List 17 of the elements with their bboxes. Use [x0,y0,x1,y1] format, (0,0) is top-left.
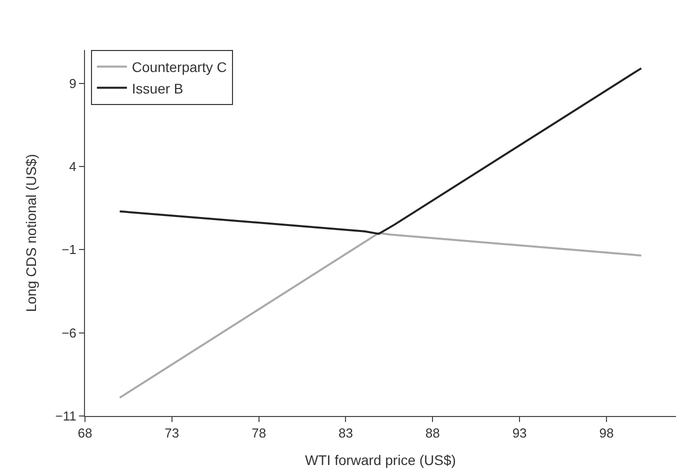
x-tick-label: 73 [164,426,180,441]
y-axis-title: Long CDS notional (US$) [22,154,39,312]
x-tick-label: 83 [338,426,353,441]
y-tick-label: −11 [55,408,76,424]
x-tick-label: 78 [252,426,266,441]
line-series [118,232,642,399]
y-tick-label: 4 [69,159,76,174]
y-tick-label: −6 [62,325,76,340]
legend-label: Counterparty C [132,59,227,76]
x-axis-title: WTI forward price (US$) [305,452,456,468]
y-tick-label: 9 [69,76,76,91]
x-tick-label: 68 [78,426,92,441]
x-tick-label: 88 [425,426,440,441]
legend-label: Issuer B [132,80,184,96]
x-tick-label: 93 [512,426,527,441]
y-tick-label: −1 [62,242,76,258]
x-tick-label: 98 [599,426,614,441]
